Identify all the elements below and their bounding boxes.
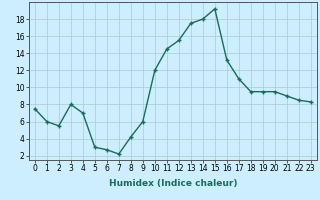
X-axis label: Humidex (Indice chaleur): Humidex (Indice chaleur) xyxy=(108,179,237,188)
